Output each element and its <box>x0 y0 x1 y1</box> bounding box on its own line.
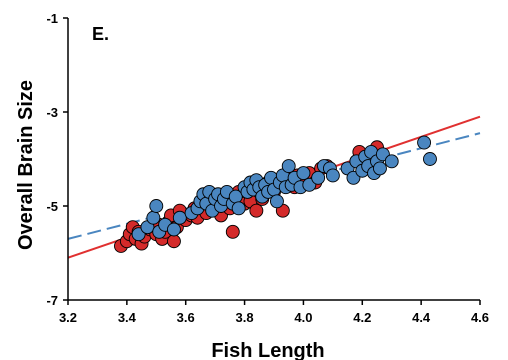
y-tick-label: -1 <box>46 11 58 26</box>
data-point-blue <box>384 154 399 169</box>
y-axis-title: Overall Brain Size <box>15 80 37 250</box>
y-tick-label: -5 <box>46 199 58 214</box>
data-point-red <box>249 203 264 218</box>
data-point-blue <box>325 168 340 183</box>
x-tick-label: 4.2 <box>353 310 371 325</box>
x-tick-label: 3.4 <box>118 310 137 325</box>
data-point-blue <box>231 201 246 216</box>
x-tick-label: 4.6 <box>471 310 489 325</box>
x-tick-label: 3.8 <box>236 310 254 325</box>
data-point-blue <box>172 210 187 225</box>
x-axis-title: Fish Length <box>211 340 324 360</box>
data-point-red <box>225 224 240 239</box>
data-point-blue <box>372 161 387 176</box>
data-point-blue <box>146 210 161 225</box>
series-blue <box>131 135 437 242</box>
x-tick-label: 3.6 <box>177 310 195 325</box>
data-point-red <box>166 234 181 249</box>
panel-label: E. <box>92 24 109 44</box>
data-point-blue <box>311 170 326 185</box>
x-tick-label: 3.2 <box>59 310 77 325</box>
x-tick-label: 4.4 <box>412 310 431 325</box>
data-point-blue <box>281 159 296 174</box>
x-tick-label: 4.0 <box>294 310 312 325</box>
data-point-blue <box>166 222 181 237</box>
data-point-blue <box>149 199 164 213</box>
data-points <box>114 135 437 253</box>
data-point-blue <box>296 166 311 181</box>
data-point-blue <box>269 194 284 209</box>
y-tick-label: -3 <box>46 105 58 120</box>
data-point-blue <box>417 135 432 150</box>
axes: 3.2 3.4 3.6 3.8 4.0 4.2 4.4 4.6 -1 -3 -5 -7 <box>46 11 489 325</box>
y-tick-label: -7 <box>46 293 58 308</box>
data-point-blue <box>423 152 437 166</box>
